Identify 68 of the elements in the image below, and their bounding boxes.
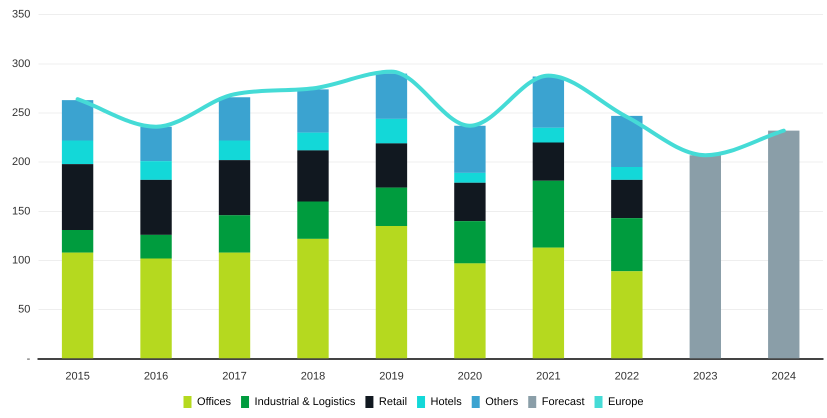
bar bbox=[532, 128, 564, 142]
bar bbox=[611, 116, 643, 168]
y-tick-label: - bbox=[26, 352, 31, 365]
x-tick-label: 2021 bbox=[536, 370, 561, 382]
x-tick-label: 2020 bbox=[458, 370, 482, 382]
y-tick-label: 250 bbox=[12, 106, 30, 119]
bar bbox=[62, 140, 94, 164]
line-series bbox=[76, 70, 786, 158]
bar bbox=[62, 252, 94, 358]
bar bbox=[768, 130, 800, 358]
bar bbox=[454, 172, 486, 183]
x-tick-label: 2022 bbox=[614, 370, 640, 382]
legend-label: Offices bbox=[197, 396, 232, 408]
bar bbox=[611, 167, 643, 180]
bar bbox=[454, 221, 486, 264]
legend-label: Europe bbox=[608, 396, 644, 408]
y-tick-label: 150 bbox=[12, 205, 30, 218]
y-tick-label: 100 bbox=[12, 254, 30, 266]
x-tick-label: 2019 bbox=[379, 370, 404, 382]
bar bbox=[454, 263, 486, 358]
bar bbox=[532, 142, 564, 181]
bar bbox=[140, 258, 172, 358]
x-tick-label: 2018 bbox=[300, 370, 326, 382]
bar bbox=[62, 230, 94, 253]
x-tick-label: 2015 bbox=[65, 370, 90, 382]
legend-label: Forecast bbox=[542, 396, 585, 408]
x-tick-label: 2023 bbox=[693, 370, 718, 382]
x-tick-label: 2024 bbox=[772, 370, 796, 382]
bar bbox=[218, 97, 250, 140]
bar bbox=[454, 126, 486, 173]
bar bbox=[140, 126, 172, 162]
bar bbox=[690, 155, 721, 358]
bar bbox=[611, 218, 643, 272]
legend-label: Retail bbox=[378, 396, 408, 408]
bar bbox=[218, 215, 250, 253]
bar bbox=[62, 164, 94, 230]
legend-label: Others bbox=[485, 396, 519, 408]
bar bbox=[297, 238, 329, 358]
bar bbox=[376, 226, 408, 358]
y-tick-label: 300 bbox=[12, 58, 30, 70]
bar bbox=[454, 182, 486, 222]
bar bbox=[218, 140, 250, 160]
bar bbox=[140, 180, 172, 235]
y-tick-label: 50 bbox=[18, 304, 30, 316]
bar bbox=[376, 143, 408, 188]
x-tick-label: 2016 bbox=[144, 370, 168, 382]
bar bbox=[218, 252, 250, 358]
bar bbox=[218, 160, 250, 216]
x-tick-label: 2017 bbox=[222, 370, 247, 382]
y-tick-label: 350 bbox=[12, 8, 30, 21]
bar bbox=[140, 234, 172, 258]
bar bbox=[376, 118, 408, 144]
y-tick-label: 200 bbox=[12, 156, 30, 168]
bar bbox=[297, 150, 329, 202]
bar bbox=[611, 271, 643, 358]
bar bbox=[297, 89, 329, 133]
bar bbox=[140, 161, 172, 180]
legend-label: Industrial & Logistics bbox=[254, 396, 356, 408]
bar bbox=[611, 180, 643, 218]
bar bbox=[376, 188, 408, 226]
bar bbox=[532, 76, 564, 128]
bar bbox=[297, 201, 329, 239]
bar bbox=[532, 180, 564, 248]
bar bbox=[297, 132, 329, 150]
bar bbox=[376, 74, 408, 119]
legend-label: Hotels bbox=[430, 396, 462, 408]
bar bbox=[62, 100, 94, 140]
bar bbox=[532, 248, 564, 358]
